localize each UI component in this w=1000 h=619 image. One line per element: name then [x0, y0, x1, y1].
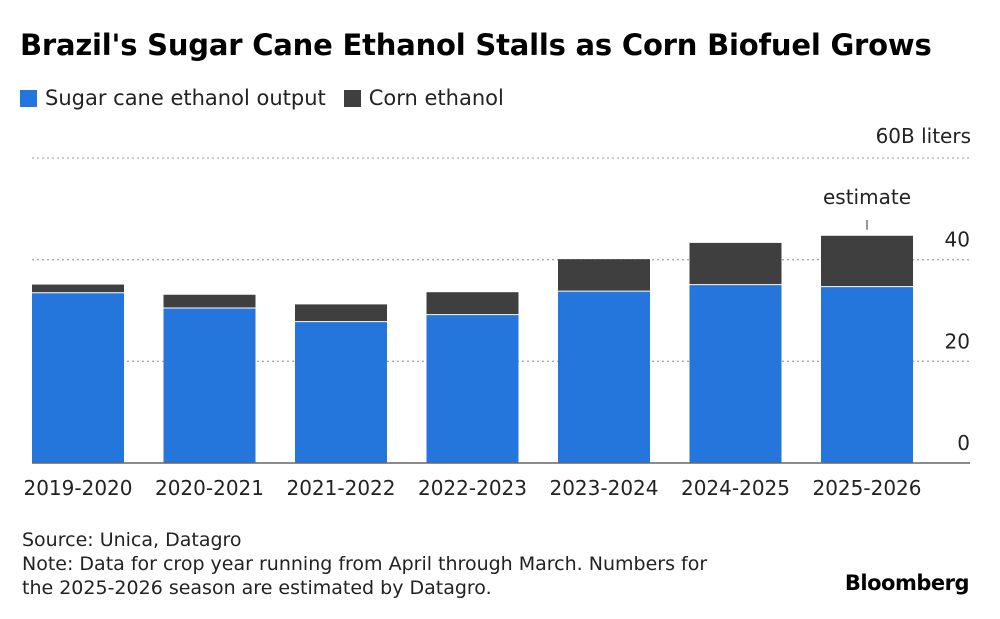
chart-title: Brazil's Sugar Cane Ethanol Stalls as Co…: [20, 28, 932, 62]
legend-swatch-sugar-cane: [20, 89, 37, 107]
y-tick-label: 60B liters: [876, 124, 971, 148]
x-tick-label: 2020-2021: [155, 476, 264, 500]
y-tick-label: 0: [957, 431, 970, 455]
bar-sugar-cane-2022-2023: [426, 314, 519, 463]
x-tick-label: 2024-2025: [681, 476, 790, 500]
x-tick-label: 2019-2020: [23, 476, 132, 500]
legend-item-sugar-cane: Sugar cane ethanol output: [20, 86, 326, 110]
annotation-estimate: estimate: [823, 185, 911, 209]
x-tick-label: 2023-2024: [549, 476, 658, 500]
source-note: Source: Unica, Datagro: [22, 529, 242, 551]
bar-corn-2024-2025: [689, 242, 782, 285]
bar-corn-2020-2021: [163, 294, 256, 308]
bar-sugar-cane-2024-2025: [689, 284, 782, 463]
legend-label-sugar-cane: Sugar cane ethanol output: [45, 86, 326, 110]
bar-corn-2025-2026: [821, 235, 913, 287]
bar-corn-2023-2024: [558, 259, 650, 292]
footnote-line-1: Note: Data for crop year running from Ap…: [22, 553, 708, 575]
bar-sugar-cane-2020-2021: [163, 307, 256, 463]
bar-corn-2019-2020: [32, 284, 124, 293]
bar-sugar-cane-2023-2024: [558, 291, 650, 463]
bar-sugar-cane-2019-2020: [32, 292, 124, 463]
x-tick-label: 2025-2026: [812, 476, 921, 500]
x-tick-label: 2022-2023: [418, 476, 527, 500]
bar-corn-2022-2023: [426, 292, 519, 315]
bar-corn-2021-2022: [295, 304, 387, 322]
footnote-line-2: the 2025-2026 season are estimated by Da…: [22, 577, 492, 599]
legend-swatch-corn: [343, 89, 361, 107]
bar-sugar-cane-2021-2022: [295, 321, 387, 463]
legend: Sugar cane ethanol output Corn ethanol: [20, 86, 522, 110]
y-tick-label: 20: [945, 329, 970, 353]
legend-item-corn: Corn ethanol: [343, 86, 504, 110]
x-tick-label: 2021-2022: [286, 476, 395, 500]
y-tick-label: 40: [945, 228, 970, 252]
legend-label-corn: Corn ethanol: [368, 86, 504, 110]
bar-sugar-cane-2025-2026: [821, 286, 913, 463]
stacked-bar-chart: 2019-2020 2020-2021 2021-2022 2022-2023 2023…: [23, 124, 971, 500]
bloomberg-logo: Bloomberg: [844, 571, 970, 595]
